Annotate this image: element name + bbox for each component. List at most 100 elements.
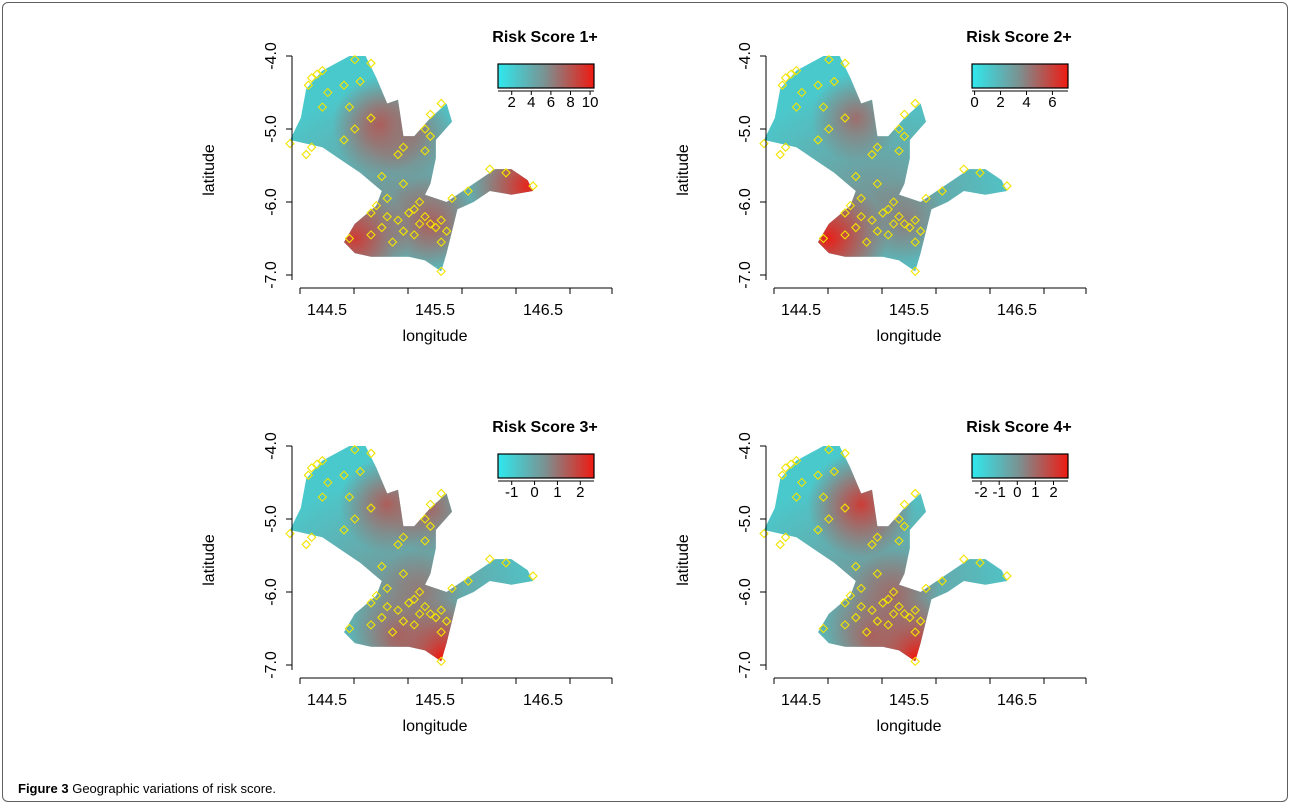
station-marker bbox=[910, 656, 920, 667]
station-marker bbox=[377, 171, 387, 182]
station-marker bbox=[393, 149, 403, 160]
station-marker bbox=[317, 65, 328, 76]
station-marker bbox=[420, 601, 430, 612]
x-axis-label: longitude bbox=[877, 718, 942, 735]
station-marker bbox=[366, 503, 376, 513]
station-marker bbox=[425, 109, 436, 120]
station-marker bbox=[840, 230, 850, 240]
y-axis-label: latitude bbox=[201, 144, 218, 196]
station-marker bbox=[303, 470, 314, 480]
station-marker bbox=[501, 168, 511, 178]
map-panel-4: -4.0 -5.0 -6.0 -7.0 144.5 145.5 146.5 longitude… bbox=[675, 419, 1087, 735]
station-marker bbox=[377, 222, 387, 233]
station-marker bbox=[845, 590, 856, 601]
station-marker bbox=[872, 178, 883, 189]
station-marker bbox=[899, 499, 910, 510]
station-marker bbox=[894, 601, 904, 612]
station-marker bbox=[398, 226, 409, 236]
station-marker bbox=[425, 131, 436, 142]
station-marker bbox=[317, 492, 328, 502]
station-marker bbox=[371, 590, 382, 601]
station-marker bbox=[425, 521, 436, 532]
station-marker bbox=[425, 219, 436, 229]
station-marker bbox=[409, 204, 419, 215]
x-tick-label: 144.5 bbox=[307, 302, 347, 319]
station-marker bbox=[436, 656, 446, 667]
station-marker bbox=[366, 620, 376, 630]
station-marker bbox=[975, 558, 985, 568]
station-marker bbox=[856, 601, 866, 612]
y-tick-label: -5.0 bbox=[263, 115, 280, 143]
station-marker bbox=[888, 197, 899, 207]
y-tick-label: -7.0 bbox=[737, 651, 754, 679]
station-marker bbox=[303, 80, 314, 90]
y-tick-label: -5.0 bbox=[263, 505, 280, 533]
station-marker bbox=[377, 612, 387, 623]
station-marker bbox=[431, 222, 441, 233]
station-marker bbox=[528, 181, 538, 191]
station-marker bbox=[366, 598, 376, 608]
x-tick-label: 144.5 bbox=[781, 692, 821, 709]
station-marker bbox=[431, 612, 441, 623]
colorbar-tick-label: 2 bbox=[576, 484, 584, 501]
station-marker bbox=[366, 448, 376, 459]
station-marker bbox=[888, 609, 899, 619]
axes bbox=[760, 55, 1087, 294]
station-marker bbox=[285, 138, 295, 149]
risk-surface bbox=[764, 73, 1007, 272]
colorbar bbox=[971, 63, 1069, 89]
colorbar bbox=[497, 63, 595, 89]
station-marker bbox=[910, 627, 920, 637]
axes bbox=[286, 445, 613, 684]
station-marker bbox=[436, 488, 446, 499]
station-marker bbox=[344, 492, 355, 502]
station-marker bbox=[797, 477, 807, 488]
y-tick-label: -6.0 bbox=[737, 578, 754, 606]
station-marker bbox=[344, 233, 355, 244]
station-marker bbox=[355, 76, 365, 87]
map-panel-2: -4.0 -5.0 -6.0 -7.0 144.5 145.5 146.5 longitude… bbox=[675, 29, 1087, 345]
station-marker bbox=[818, 102, 829, 112]
station-marker bbox=[312, 459, 322, 470]
y-tick-label: -4.0 bbox=[737, 432, 754, 460]
colorbar-tick-label: 10 bbox=[582, 94, 599, 111]
station-marker bbox=[404, 598, 414, 608]
station-marker bbox=[824, 444, 834, 455]
station-marker bbox=[791, 65, 802, 76]
x-tick-label: 146.5 bbox=[523, 692, 563, 709]
station-marker bbox=[350, 54, 360, 65]
station-marker bbox=[759, 138, 769, 149]
station-marker bbox=[813, 80, 823, 90]
station-marker bbox=[780, 463, 791, 473]
station-marker bbox=[840, 620, 850, 630]
station-marker bbox=[485, 164, 495, 174]
station-marker bbox=[420, 536, 430, 546]
station-marker bbox=[975, 168, 985, 178]
station-marker bbox=[840, 598, 850, 608]
station-marker bbox=[829, 466, 839, 477]
station-marker bbox=[317, 102, 328, 112]
station-marker bbox=[485, 554, 495, 564]
station-marker bbox=[436, 605, 446, 616]
station-marker bbox=[420, 211, 430, 222]
x-axis-label: longitude bbox=[403, 328, 468, 345]
station-marker bbox=[398, 532, 409, 543]
station-marker bbox=[339, 525, 349, 535]
caption-text: Geographic variations of risk score. bbox=[72, 781, 276, 796]
station-marker bbox=[905, 612, 915, 623]
station-marker bbox=[872, 568, 883, 579]
station-marker bbox=[872, 616, 883, 626]
x-tick-label: 144.5 bbox=[307, 692, 347, 709]
station-marker bbox=[894, 124, 904, 134]
station-marker bbox=[840, 58, 850, 69]
colorbar-tick-label: 0 bbox=[530, 484, 538, 501]
station-marker bbox=[1002, 571, 1012, 581]
y-tick-label: -5.0 bbox=[737, 505, 754, 533]
station-marker bbox=[414, 587, 425, 597]
station-marker bbox=[780, 73, 791, 83]
colorbar-tick-label: -1 bbox=[992, 484, 1005, 501]
station-marker bbox=[861, 237, 872, 247]
station-marker bbox=[382, 601, 392, 612]
station-marker bbox=[780, 532, 791, 543]
station-marker bbox=[872, 226, 883, 236]
